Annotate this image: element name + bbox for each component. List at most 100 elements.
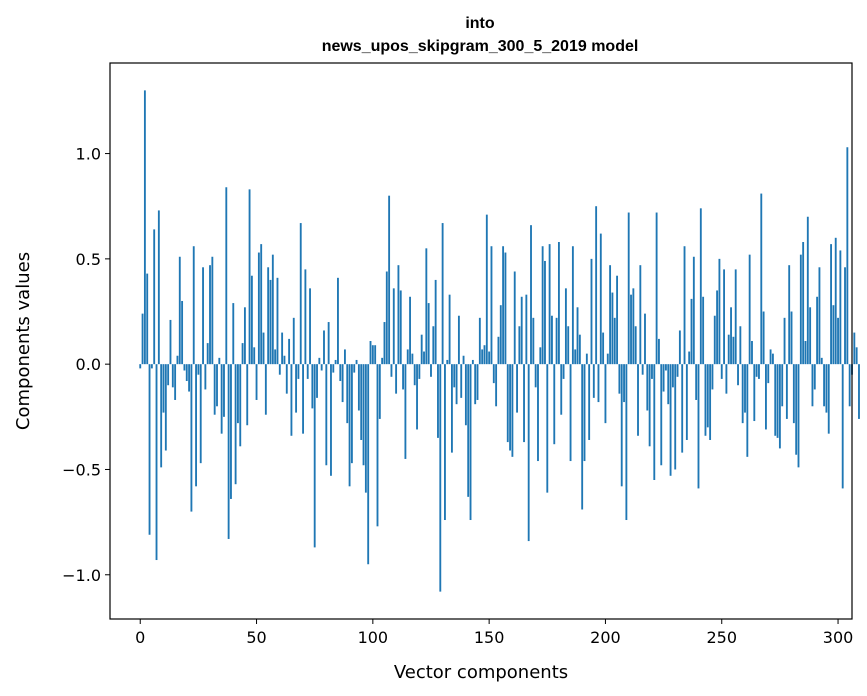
bar-213 (634, 326, 637, 365)
bar-220 (651, 364, 653, 379)
bar-133 (448, 294, 451, 365)
bar-282 (795, 364, 798, 455)
bar-20 (185, 364, 188, 382)
bar-244 (706, 364, 709, 428)
bar-305 (848, 364, 851, 407)
bar-118 (413, 364, 416, 386)
bar-138 (460, 364, 463, 398)
bar-0 (139, 364, 142, 369)
bar-140 (464, 364, 467, 426)
bar-73 (309, 288, 311, 365)
bar-99 (369, 341, 372, 365)
bar-97 (364, 364, 367, 493)
bar-256 (734, 269, 737, 365)
bar-199 (602, 332, 605, 365)
bar-145 (476, 364, 479, 400)
bar-222 (655, 212, 658, 365)
bar-5 (150, 364, 153, 369)
bar-147 (481, 349, 484, 365)
bar-137 (457, 315, 460, 365)
bar-27 (202, 267, 204, 365)
bar-128 (437, 364, 439, 438)
bar-243 (704, 364, 707, 436)
bar-309 (858, 364, 860, 419)
bar-227 (667, 364, 670, 405)
bar-11 (164, 364, 167, 451)
bar-270 (767, 364, 770, 384)
bar-159 (509, 364, 512, 451)
bar-104 (381, 357, 384, 365)
bar-86 (339, 364, 342, 382)
bar-157 (504, 252, 507, 365)
bar-3 (146, 273, 149, 365)
bar-127 (434, 279, 437, 365)
bar-291 (816, 296, 819, 365)
bar-65 (290, 364, 293, 436)
bar-252 (725, 364, 728, 394)
bar-285 (802, 242, 805, 365)
bar-236 (688, 351, 691, 365)
bar-57 (271, 254, 274, 365)
bar-123 (425, 248, 428, 365)
bar-277 (783, 317, 786, 365)
bar-105 (383, 322, 386, 365)
bar-13 (169, 319, 172, 365)
bar-91 (350, 364, 353, 464)
bar-293 (820, 357, 823, 365)
bar-26 (199, 364, 202, 464)
bar-169 (532, 317, 535, 365)
bar-108 (390, 364, 393, 377)
bar-111 (397, 265, 400, 365)
bar-280 (790, 311, 793, 365)
bar-188 (576, 307, 579, 365)
bar-21 (188, 364, 191, 392)
bar-193 (588, 364, 591, 440)
bar-207 (620, 364, 623, 487)
bar-257 (737, 364, 739, 386)
bar-264 (753, 364, 756, 422)
bar-101 (374, 345, 377, 365)
bar-212 (632, 288, 635, 365)
y-tick-label: 1.0 (76, 145, 101, 164)
bar-181 (560, 364, 563, 415)
bar-32 (213, 364, 216, 415)
bar-303 (844, 267, 846, 365)
bar-88 (343, 349, 346, 365)
bar-237 (690, 298, 693, 365)
bar-254 (730, 307, 732, 365)
bar-170 (534, 364, 537, 388)
bar-175 (546, 364, 549, 493)
bar-262 (748, 254, 751, 365)
bar-276 (781, 364, 784, 407)
bar-239 (695, 364, 698, 400)
bar-287 (806, 216, 809, 365)
bar-151 (490, 246, 493, 365)
bar-24 (195, 364, 197, 487)
bar-232 (678, 330, 681, 365)
bar-224 (660, 364, 663, 466)
bar-274 (776, 364, 779, 438)
bar-194 (590, 258, 593, 365)
bar-9 (160, 364, 163, 468)
bar-74 (311, 364, 314, 409)
bar-261 (746, 364, 749, 457)
bar-135 (453, 364, 456, 388)
bar-272 (771, 353, 774, 365)
bar-130 (441, 223, 444, 365)
bar-122 (423, 351, 425, 365)
bar-117 (411, 353, 414, 365)
bar-90 (348, 364, 351, 487)
bar-31 (211, 256, 214, 365)
bar-102 (376, 364, 379, 527)
bar-273 (774, 364, 777, 436)
bar-14 (171, 364, 174, 388)
bar-187 (574, 349, 577, 365)
bar-144 (474, 364, 477, 405)
bar-59 (276, 277, 279, 365)
bar-87 (341, 364, 344, 403)
bar-185 (569, 364, 572, 462)
bar-211 (630, 294, 632, 365)
bar-263 (751, 341, 753, 365)
bar-161 (513, 271, 516, 365)
